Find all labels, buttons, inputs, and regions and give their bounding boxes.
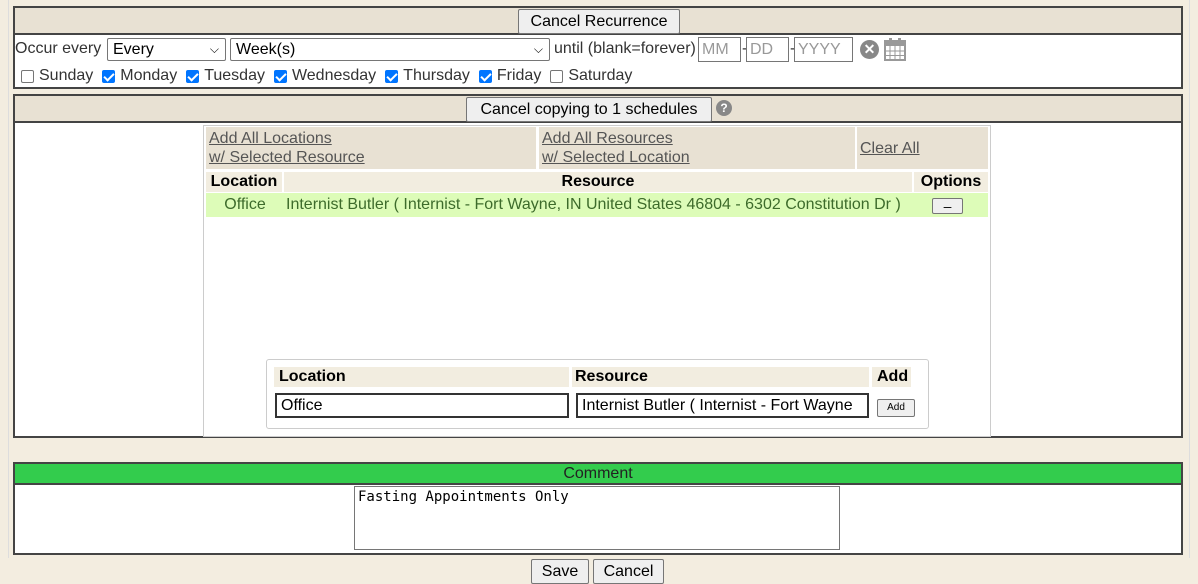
- checkbox-box[interactable]: [186, 69, 200, 83]
- unit-select[interactable]: Week(s) ⌵: [230, 38, 550, 61]
- day-label: Friday: [496, 67, 542, 84]
- day-label: Wednesday: [291, 67, 377, 84]
- comment-textarea[interactable]: Fasting Appointments Only: [354, 486, 840, 550]
- location-input[interactable]: Office: [275, 393, 569, 418]
- col-options: Options: [914, 172, 988, 192]
- day-label: Tuesday: [204, 67, 265, 84]
- cancel-button[interactable]: Cancel: [593, 559, 664, 584]
- day-label: Monday: [120, 67, 178, 84]
- recurrence-panel: Cancel Recurrence Occur every Every ⌵ Wee…: [13, 6, 1183, 89]
- month-input[interactable]: MM: [698, 37, 741, 62]
- table-row: Office Internist Butler ( Internist - Fo…: [206, 193, 988, 217]
- checkbox-box[interactable]: [21, 69, 34, 83]
- comment-panel: Comment Fasting Appointments Only: [13, 462, 1183, 555]
- chevron-down-icon: ⌵: [209, 42, 219, 56]
- clear-all-link[interactable]: Clear All: [860, 140, 920, 157]
- checkbox-box[interactable]: [550, 69, 564, 83]
- day-input[interactable]: DD: [746, 37, 789, 62]
- add-all-resources-link[interactable]: Add All Resources: [542, 130, 673, 147]
- add-all-resources-link-line2[interactable]: w/ Selected Location: [542, 149, 690, 166]
- checkbox-box[interactable]: [102, 69, 116, 83]
- clear-date-icon[interactable]: ✕: [860, 40, 879, 59]
- checkbox-box[interactable]: [385, 69, 399, 83]
- calendar-icon[interactable]: [884, 37, 906, 61]
- add-form: Location Resource Add Office Internist B…: [266, 359, 929, 429]
- date-separator: -: [790, 40, 796, 57]
- frequency-select[interactable]: Every ⌵: [107, 38, 226, 61]
- until-label: until (blank=forever): [554, 40, 696, 57]
- weekday-checkboxes: Sunday Monday Tuesday Wednesday Thursday…: [21, 67, 641, 85]
- copy-schedules-panel: Cancel copying to 1 schedules ? Add All …: [13, 94, 1183, 438]
- add-col-resource: Resource: [572, 367, 869, 387]
- day-label: Sunday: [39, 67, 94, 84]
- help-icon[interactable]: ?: [716, 100, 732, 116]
- add-all-locations-link-line2[interactable]: w/ Selected Resource: [209, 149, 365, 166]
- link-cell: Add All Locations w/ Selected Resource: [206, 127, 536, 169]
- row-location: Office: [224, 196, 266, 213]
- day-label: Saturday: [568, 67, 633, 84]
- resource-input[interactable]: Internist Butler ( Internist - Fort Wayn…: [576, 393, 869, 418]
- year-input[interactable]: YYYY: [794, 37, 853, 62]
- save-button[interactable]: Save: [531, 559, 589, 584]
- checkbox-monday[interactable]: Monday: [102, 67, 177, 85]
- checkbox-box[interactable]: [478, 69, 492, 83]
- checkbox-box[interactable]: [273, 69, 287, 83]
- day-label: Thursday: [403, 67, 470, 84]
- checkbox-friday[interactable]: Friday: [478, 67, 542, 85]
- frequency-value: Every: [113, 41, 154, 58]
- cancel-copying-button[interactable]: Cancel copying to 1 schedules: [466, 97, 712, 122]
- checkbox-saturday[interactable]: Saturday: [550, 67, 632, 85]
- occur-label: Occur every: [15, 40, 102, 57]
- col-location: Location: [206, 172, 282, 192]
- add-all-locations-link[interactable]: Add All Locations: [209, 130, 332, 147]
- date-separator: -: [742, 40, 748, 57]
- checkbox-sunday[interactable]: Sunday: [21, 67, 93, 85]
- add-button[interactable]: Add: [877, 399, 915, 417]
- link-cell: Add All Resources w/ Selected Location: [539, 127, 855, 169]
- schedule-selector: Add All Locations w/ Selected Resource Ad…: [203, 125, 991, 437]
- checkbox-tuesday[interactable]: Tuesday: [186, 67, 265, 85]
- checkbox-thursday[interactable]: Thursday: [385, 67, 470, 85]
- add-col-add: Add: [872, 367, 911, 387]
- unit-value: Week(s): [236, 41, 296, 58]
- cancel-recurrence-button[interactable]: Cancel Recurrence: [518, 9, 680, 34]
- comment-header: Comment: [15, 464, 1181, 485]
- col-resource: Resource: [284, 172, 912, 192]
- row-resource: Internist Butler ( Internist - Fort Wayn…: [286, 196, 901, 213]
- remove-row-button[interactable]: –: [932, 198, 963, 214]
- add-col-location: Location: [274, 367, 569, 387]
- checkbox-wednesday[interactable]: Wednesday: [273, 67, 377, 85]
- chevron-down-icon: ⌵: [533, 42, 543, 56]
- link-cell: Clear All: [857, 127, 988, 169]
